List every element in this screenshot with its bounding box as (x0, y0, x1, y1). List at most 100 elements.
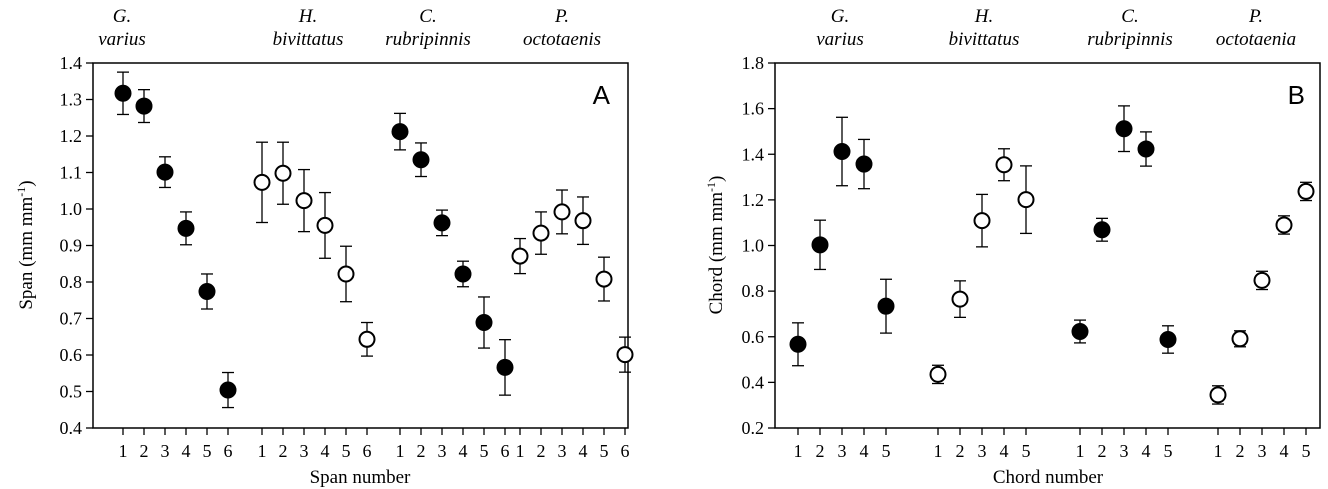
data-point (177, 219, 195, 237)
x-tick-label: 2 (279, 441, 288, 461)
y-axis-label: Chord (mm mm-1) (704, 176, 727, 315)
x-tick-label: 4 (860, 441, 869, 461)
x-tick-label: 1 (934, 441, 943, 461)
species-label: H. (974, 6, 993, 27)
data-point (198, 282, 216, 300)
y-tick-label: 1.6 (742, 99, 765, 119)
y-tick-label: 1.3 (60, 90, 83, 110)
y-tick-label: 0.2 (742, 418, 765, 438)
data-point (1115, 120, 1133, 138)
x-tick-label: 4 (182, 441, 191, 461)
x-tick-label: 5 (600, 441, 609, 461)
x-tick-label: 3 (1120, 441, 1129, 461)
y-tick-label: 0.5 (60, 382, 83, 402)
data-point (1159, 330, 1177, 348)
x-tick-label: 2 (1236, 441, 1245, 461)
x-tick-label: 1 (1214, 441, 1223, 461)
y-tick-label: 0.4 (742, 372, 765, 392)
data-point (833, 143, 851, 161)
x-axis-label: Span number (310, 467, 411, 488)
x-tick-label: 4 (321, 441, 330, 461)
x-tick-label: 2 (417, 441, 426, 461)
species-labels: G.varius H.bivittatus C.rubripinnis P.octot… (98, 6, 601, 50)
x-tick-label: 5 (203, 441, 212, 461)
y-tick-label: 0.4 (60, 418, 83, 438)
data-point (811, 236, 829, 254)
y-axis: 0.4 0.5 0.6 0.7 0.8 0.9 1.0 1.1 1.2 1.3 1.4 (60, 53, 93, 438)
data-point (532, 224, 550, 242)
data-point (295, 192, 313, 210)
data-point (391, 123, 409, 141)
data-point (219, 381, 237, 399)
panel-letter: A (593, 80, 611, 110)
data-point (1275, 216, 1293, 234)
x-tick-label: 1 (258, 441, 267, 461)
data-point (1253, 271, 1271, 289)
x-tick-label: 4 (1142, 441, 1151, 461)
x-tick-label: 2 (537, 441, 546, 461)
x-axis-label: Chord number (993, 467, 1104, 488)
y-tick-label: 0.8 (60, 272, 83, 292)
data-point (274, 164, 292, 182)
x-tick-label: 5 (1164, 441, 1173, 461)
x-tick-label: 6 (501, 441, 510, 461)
data-point (475, 314, 493, 332)
species-label: octotaenia (1216, 29, 1296, 50)
species-label: C. (1121, 6, 1138, 27)
x-tick-label: 1 (396, 441, 405, 461)
data-point (855, 155, 873, 173)
y-tick-label: 0.7 (60, 309, 83, 329)
data-point (1297, 182, 1315, 200)
species-labels: G.varius H.bivittatus C.rubripinnis P.octot… (816, 6, 1296, 50)
y-tick-label: 1.1 (60, 163, 83, 183)
data-point (553, 203, 571, 221)
species-label: P. (1248, 6, 1263, 27)
x-tick-label: 1 (794, 441, 803, 461)
y-axis: 0.2 0.4 0.6 0.8 1.0 1.2 1.4 1.6 1.8 (742, 53, 775, 438)
x-tick-label: 6 (363, 441, 372, 461)
data-point (135, 97, 153, 115)
x-tick-label: 4 (579, 441, 588, 461)
x-tick-label: 3 (438, 441, 447, 461)
y-tick-label: 0.6 (742, 327, 765, 347)
x-tick-label: 1 (119, 441, 128, 461)
y-tick-label: 1.4 (60, 53, 83, 73)
data-point (114, 84, 132, 102)
data-point (1017, 191, 1035, 209)
x-tick-label: 4 (1280, 441, 1289, 461)
data-point (496, 358, 514, 376)
plot-frame (92, 62, 629, 429)
data-point (595, 270, 613, 288)
panel-letter: B (1288, 80, 1305, 110)
x-tick-label: 3 (161, 441, 170, 461)
data-point (433, 214, 451, 232)
species-label: G. (831, 6, 849, 27)
species-label: C. (419, 6, 436, 27)
x-tick-label: 5 (342, 441, 351, 461)
species-label: G. (113, 6, 131, 27)
data-point (973, 212, 991, 230)
data-point (316, 216, 334, 234)
x-tick-label: 1 (516, 441, 525, 461)
y-tick-label: 1.0 (742, 236, 765, 256)
data-point (337, 265, 355, 283)
species-label: rubripinnis (1087, 29, 1173, 50)
data-point (995, 156, 1013, 174)
x-tick-label: 6 (224, 441, 233, 461)
species-label: varius (98, 29, 146, 50)
data-point (358, 330, 376, 348)
x-tick-label: 2 (956, 441, 965, 461)
data-point (412, 151, 430, 169)
data-marks (789, 105, 1315, 405)
data-point (574, 212, 592, 230)
x-tick-label: 5 (1022, 441, 1031, 461)
y-axis-label: Span (mm mm-1) (14, 180, 37, 309)
y-tick-label: 0.6 (60, 345, 83, 365)
species-label: P. (554, 6, 569, 27)
species-label: bivittatus (273, 29, 344, 50)
species-label: octotaenis (523, 29, 601, 50)
data-point (616, 346, 634, 364)
